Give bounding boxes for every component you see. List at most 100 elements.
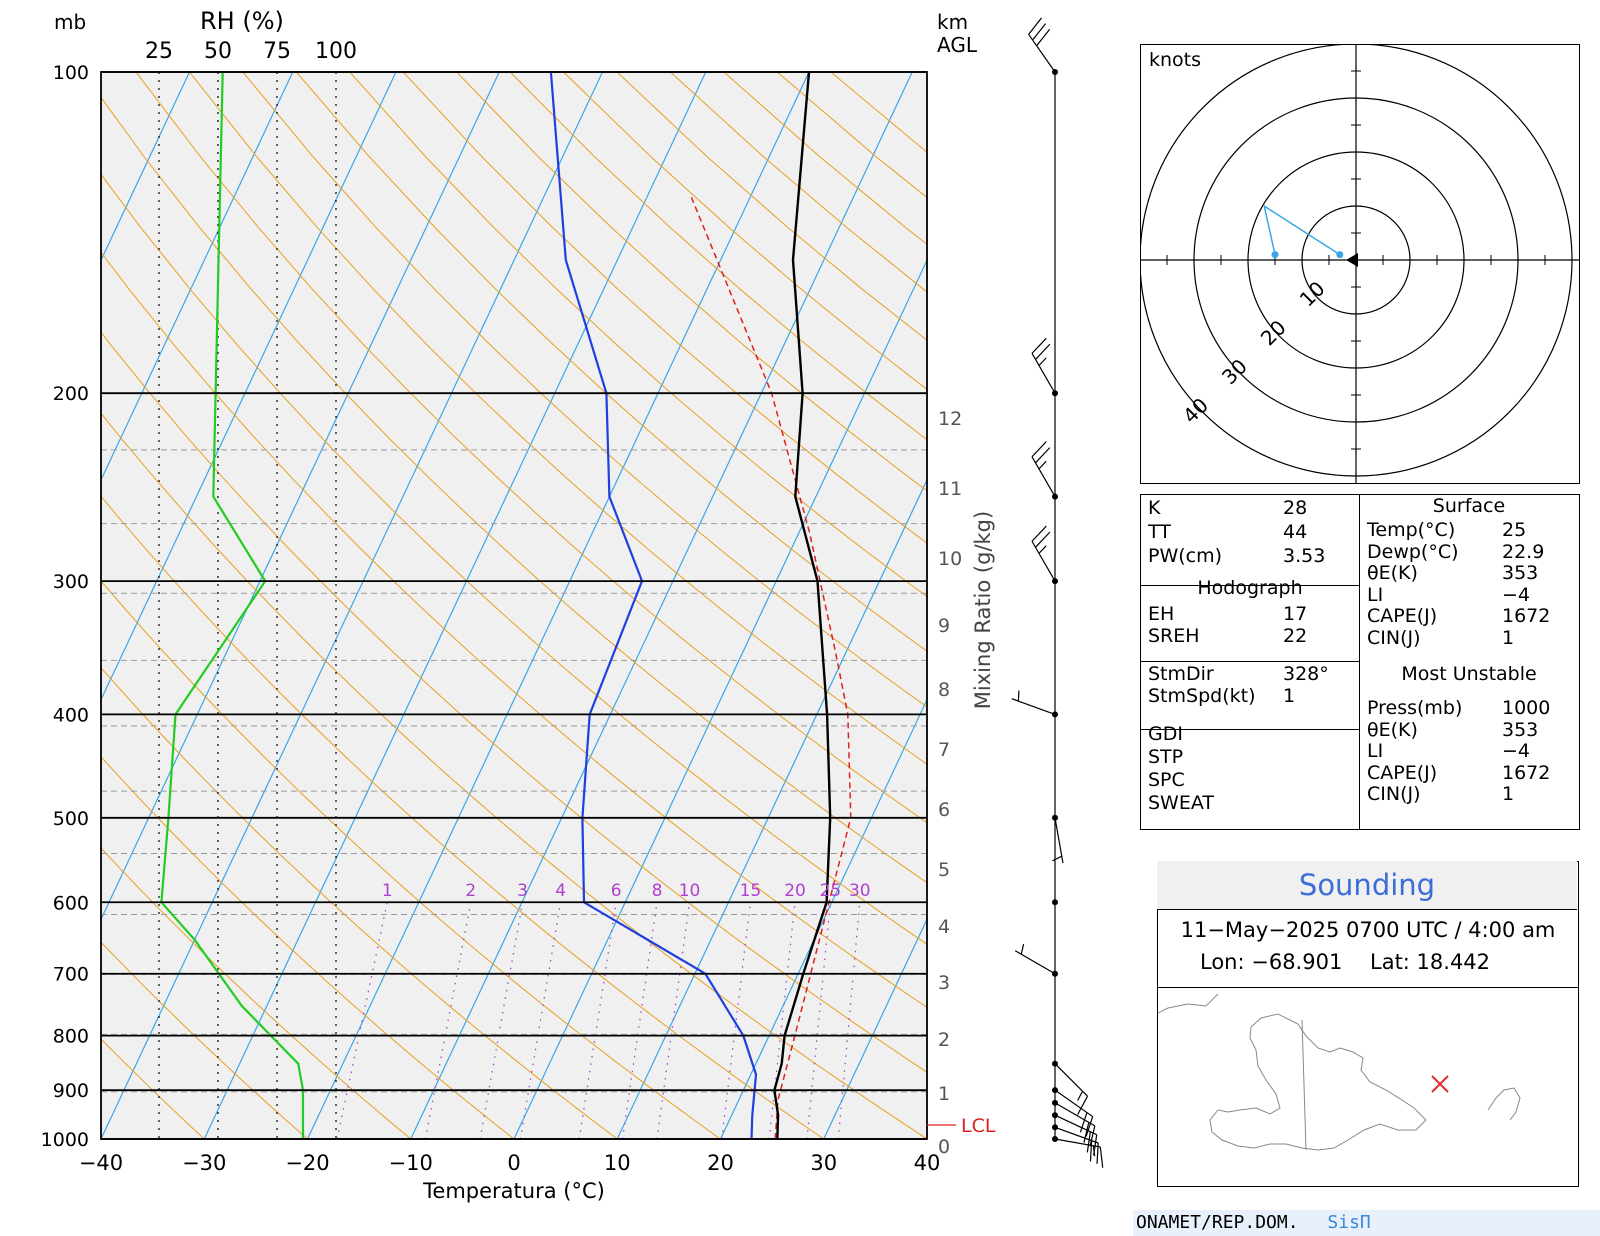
index-label: CAPE(J) — [1367, 761, 1438, 784]
wind-barb-staff — [1054, 817, 1064, 864]
pressure-tick-label: 400 — [53, 704, 89, 726]
dry-adiabat-line — [101, 580, 721, 1139]
wind-barb-half-flag — [1038, 460, 1047, 470]
wind-barb-flag — [1077, 1095, 1089, 1115]
index-value: 17 — [1283, 603, 1308, 625]
wind-barb-flag — [1089, 1125, 1096, 1147]
isotherm-line — [513, 258, 927, 1139]
mixing-ratio-axis-label: Mixing Ratio (g/kg) — [971, 511, 995, 709]
map-coastline — [1209, 1013, 1427, 1151]
lcl-label: LCL — [961, 1115, 996, 1137]
index-value: 328° — [1283, 663, 1329, 685]
hodograph-point — [1271, 251, 1279, 259]
temperature-tick-label: −10 — [389, 1151, 433, 1175]
wind-barb-dot — [1052, 899, 1058, 906]
sounding-title: Sounding — [1157, 861, 1577, 910]
hodograph-ring-label: 10 — [1295, 276, 1330, 311]
pressure-tick-label: 300 — [53, 571, 89, 593]
sounding-datetime: 11−May−2025 0700 UTC / 4:00 am — [1180, 918, 1556, 942]
index-value: 28 — [1283, 497, 1308, 519]
mixing-ratio-tick: 1 — [382, 881, 393, 901]
dry-adiabat-line — [295, 72, 927, 652]
index-label: Temp(°C) — [1367, 519, 1456, 541]
index-value: 3.53 — [1283, 545, 1326, 567]
dry-adiabat-line — [101, 1038, 205, 1139]
temperature-tick-label: 20 — [707, 1151, 734, 1175]
wind-barb-staff — [1054, 1102, 1096, 1127]
km-axis-unit: AGL — [937, 33, 978, 57]
index-section-header: Hodograph — [1197, 577, 1303, 599]
mixing-ratio-tick: 10 — [679, 881, 701, 901]
km-tick-label: 3 — [938, 972, 950, 994]
km-tick-label: 7 — [938, 739, 950, 761]
wind-barb-staff — [1054, 1089, 1094, 1118]
plot-frame — [100, 71, 928, 1140]
footer-org: ONAMET/REP.DOM. — [1136, 1212, 1299, 1233]
index-value: −4 — [1502, 583, 1531, 606]
map-coastline — [1158, 993, 1219, 1014]
index-value: 1 — [1502, 783, 1515, 805]
wind-barb-staff — [1031, 540, 1056, 582]
mixing-ratio-tick: 2 — [465, 881, 476, 901]
wind-barb-half-flag — [1020, 943, 1025, 955]
index-section-header: Most Unstable — [1401, 663, 1537, 685]
wind-barb-flag — [1035, 531, 1051, 548]
temperature-tick-label: −20 — [285, 1151, 329, 1175]
index-value: 1672 — [1502, 761, 1551, 784]
wind-barb-half-flag — [1038, 357, 1047, 366]
index-section-header: Surface — [1432, 495, 1506, 517]
hodograph-trace — [1263, 204, 1341, 256]
wind-barb-half-flag — [1052, 855, 1063, 862]
km-tick-label: 5 — [938, 859, 950, 881]
hodograph-ring-label: 40 — [1178, 393, 1213, 428]
dry-adiabat-line — [101, 96, 927, 884]
wind-barb-flag — [1079, 1112, 1088, 1133]
hodograph-panel: 10 20 30 40 knots — [1139, 43, 1580, 484]
dry-adiabat-line — [101, 173, 927, 945]
isotherm-line — [719, 698, 927, 1139]
wind-barb-flag — [1083, 1122, 1090, 1143]
storm-motion-marker — [1346, 253, 1358, 267]
wind-barb-flag — [1031, 441, 1047, 458]
index-label: Press(mb) — [1367, 697, 1463, 719]
mixing-ratio-tick: 15 — [740, 881, 762, 901]
temperature-tick-label: −30 — [182, 1151, 226, 1175]
rh-tick-label: 75 — [263, 39, 291, 64]
rh-axis-label: RH (%) — [200, 7, 284, 35]
index-value: 353 — [1502, 562, 1539, 584]
dry-adiabat-line — [101, 941, 308, 1139]
mixing-ratio-line — [479, 902, 524, 1139]
pressure-tick-label: 1000 — [41, 1129, 89, 1151]
index-label: StmDir — [1148, 663, 1214, 685]
pressure-tick-label: 500 — [53, 808, 89, 830]
wind-barb-flag — [1028, 17, 1043, 35]
wind-barb-flag — [1035, 447, 1051, 464]
wind-barb-staff — [1031, 353, 1056, 394]
index-value: 1672 — [1502, 605, 1551, 627]
temperature-tick-label: 0 — [507, 1151, 520, 1175]
pressure-tick-label: 900 — [53, 1080, 89, 1102]
index-label: SREH — [1148, 625, 1200, 647]
wind-barb-staff — [1054, 1063, 1088, 1097]
wind-barb-half-flag — [1077, 1090, 1084, 1101]
km-tick-label: 0 — [938, 1136, 950, 1158]
wind-barb-half-flag — [1038, 545, 1047, 554]
hodograph-point — [1336, 251, 1344, 259]
dry-adiabat-line — [101, 331, 927, 1073]
isotherm-line — [410, 72, 913, 1139]
map-coastline — [1487, 1087, 1521, 1121]
index-label: SPC — [1148, 769, 1185, 791]
wind-barb-flag — [1085, 1116, 1094, 1137]
rh-tick-label: 100 — [315, 39, 357, 64]
plot-area — [101, 72, 927, 1139]
mixing-ratio-line — [519, 902, 562, 1139]
footer-bar: ONAMET/REP.DOM. SisΠ — [1133, 1210, 1600, 1236]
mixing-ratio-tick: 25 — [820, 881, 842, 901]
wind-barb-staff — [1031, 456, 1056, 497]
mixing-ratio-tick: 3 — [517, 881, 528, 901]
map-location-marker — [1431, 1075, 1449, 1093]
wind-barb-staff — [1011, 698, 1056, 715]
wind-barb-flag — [1031, 337, 1047, 354]
location-map — [1158, 993, 1521, 1151]
